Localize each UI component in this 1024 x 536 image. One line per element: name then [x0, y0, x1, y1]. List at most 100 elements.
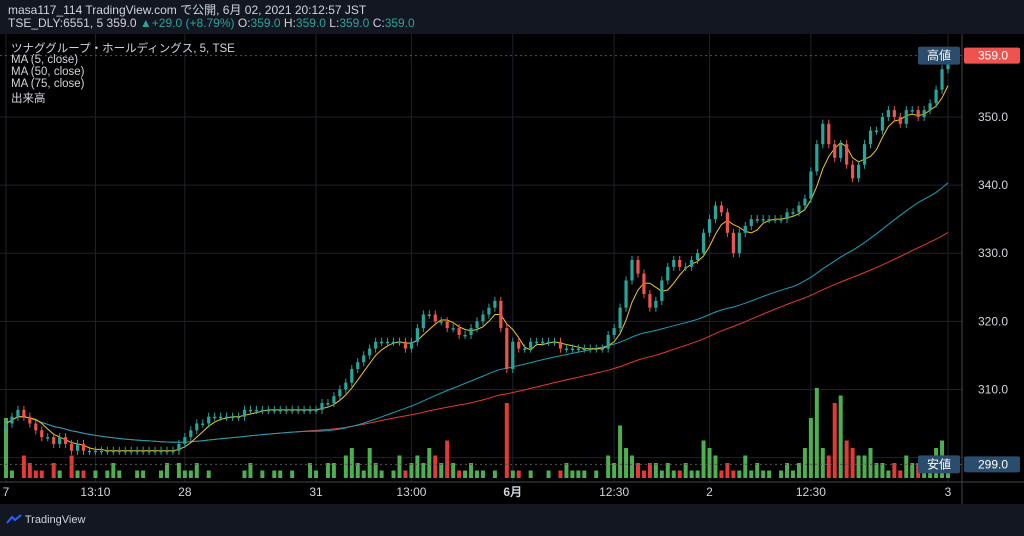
- volume-bar: [904, 455, 909, 478]
- candle-body: [934, 89, 938, 104]
- candle-body: [397, 341, 402, 344]
- low-label: L:: [329, 16, 340, 30]
- candle-body: [314, 409, 318, 412]
- candle-body: [678, 260, 682, 267]
- volume-bar: [838, 395, 843, 478]
- volume-bar: [767, 470, 772, 478]
- close-value: 359.0: [384, 16, 415, 30]
- candle-body: [755, 219, 759, 221]
- volume-bar: [516, 470, 521, 478]
- volume-bar: [51, 463, 56, 478]
- candle-body: [845, 144, 849, 165]
- volume-bar: [39, 470, 44, 478]
- candle-body: [886, 110, 890, 117]
- candle-body: [254, 409, 259, 412]
- candle-body: [242, 409, 247, 417]
- volume-bar: [820, 448, 825, 478]
- volume-bar: [278, 470, 283, 478]
- candle-body: [684, 266, 688, 269]
- candle-body: [642, 273, 646, 295]
- volume-bar: [379, 470, 384, 478]
- candle-body: [851, 164, 855, 179]
- candle-body: [81, 443, 86, 451]
- volume-bar: [367, 448, 372, 478]
- legend-title: ツナググループ・ホールディングス, 5, TSE: [11, 43, 235, 55]
- last-price: 359.0: [106, 16, 137, 30]
- volume-bar: [910, 463, 915, 478]
- volume-bar: [725, 463, 730, 478]
- candle-body: [123, 450, 127, 453]
- candle-body: [10, 416, 14, 424]
- volume-bar: [874, 463, 879, 478]
- volume-bar: [755, 463, 760, 478]
- chart-panel[interactable]: 310.0 320.0 330.0 340.0 350.0 7 13:10 28 31 13:00…: [0, 34, 1024, 504]
- candle-body: [46, 437, 50, 439]
- volume-bar: [832, 403, 837, 478]
- publish-info: masa117_114 TradingView.com で公開, 6月 02, …: [8, 3, 367, 17]
- x-tick-label: 13:00: [396, 485, 426, 499]
- volume-bar: [397, 455, 402, 478]
- volume-bar: [922, 470, 927, 478]
- candle-body: [558, 341, 563, 349]
- ma5-line: [5, 85, 949, 452]
- volume-bar: [671, 470, 676, 478]
- candle-body: [737, 232, 741, 254]
- candle-body: [719, 205, 724, 213]
- volume-bar: [355, 463, 360, 478]
- candle-body: [821, 123, 825, 145]
- candle-body: [523, 348, 527, 351]
- candle-body: [356, 362, 360, 369]
- candle-body: [833, 144, 837, 158]
- volume-bar: [630, 455, 635, 478]
- ma75-line: [5, 232, 949, 443]
- candle-body: [499, 300, 503, 329]
- candle-body: [535, 341, 539, 344]
- low-price-tag: 299.0: [978, 457, 1008, 471]
- candle-body: [308, 409, 312, 412]
- candle-body: [624, 280, 628, 308]
- x-tick-label: 3: [945, 485, 952, 499]
- volume-bar: [290, 470, 295, 478]
- tradingview-logo-icon: [6, 514, 22, 525]
- y-tick-label: 330.0: [978, 246, 1008, 260]
- candle-body: [505, 328, 509, 369]
- candle-body: [433, 314, 437, 322]
- candle-body: [213, 416, 217, 419]
- candle-body: [839, 144, 843, 158]
- volume-bar: [242, 470, 247, 478]
- volume-bar: [164, 463, 169, 478]
- candle-body: [695, 253, 700, 260]
- volume-bar: [641, 470, 646, 478]
- candle-body: [892, 110, 896, 117]
- ohlc-header: TSE_DLY:6551, 5 359.0 ▲+29.0 (+8.79%) O:…: [8, 16, 415, 30]
- volume-bar: [624, 448, 629, 478]
- candle-body: [612, 328, 616, 335]
- candle-body: [809, 171, 813, 199]
- candle-body: [362, 355, 366, 363]
- volume-bar: [141, 470, 146, 478]
- x-tick-label: 28: [178, 485, 192, 499]
- volume-bar: [719, 470, 724, 478]
- candle-body: [922, 110, 926, 117]
- candle-body: [99, 450, 103, 453]
- candle-body: [290, 409, 294, 412]
- volume-bar: [248, 463, 253, 478]
- candle-body: [272, 409, 276, 412]
- volume-bar: [683, 463, 688, 478]
- candle-body: [803, 198, 807, 206]
- volume-bar: [826, 455, 831, 478]
- candle-body: [28, 416, 32, 424]
- candle-body: [475, 321, 479, 329]
- candle-body: [40, 430, 44, 438]
- candle-body: [701, 232, 706, 254]
- candle-body: [540, 341, 545, 344]
- candle-body: [207, 416, 211, 424]
- candle-body: [58, 437, 62, 444]
- volume-bar: [33, 470, 38, 478]
- price-chart[interactable]: 310.0 320.0 330.0 340.0 350.0 7 13:10 28 31 13:00…: [0, 34, 1024, 504]
- candle-body: [707, 219, 712, 233]
- candle-body: [493, 300, 497, 308]
- close-label: C:: [372, 16, 385, 30]
- candle-body: [236, 416, 241, 419]
- candle-body: [219, 416, 223, 419]
